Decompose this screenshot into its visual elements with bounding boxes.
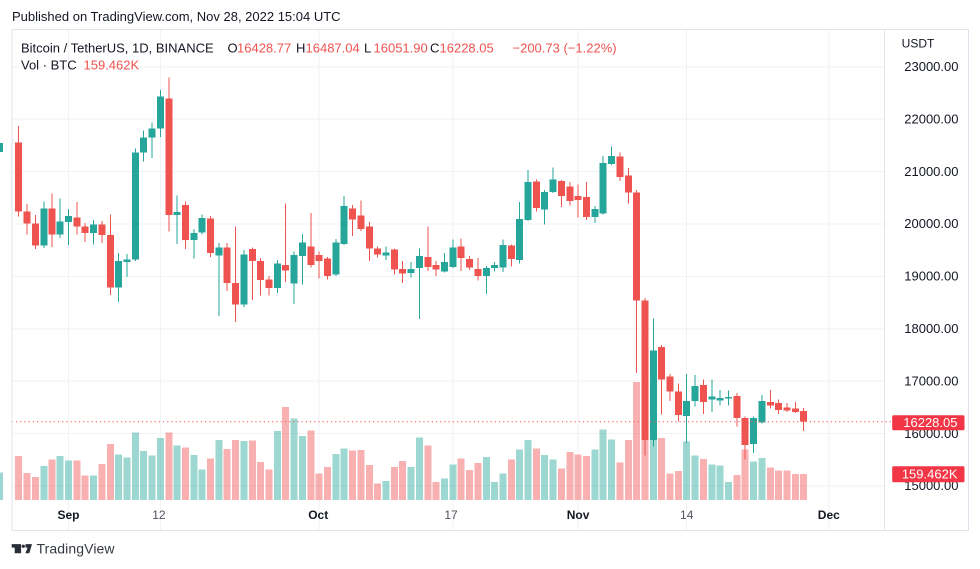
svg-text:22000.00: 22000.00 (904, 111, 958, 126)
svg-text:16487.04: 16487.04 (306, 40, 360, 55)
svg-text:16428.77: 16428.77 (237, 40, 291, 55)
svg-text:Published on TradingView.com,: Published on TradingView.com, Nov 28, 20… (12, 9, 341, 24)
svg-text:Dec: Dec (818, 508, 840, 522)
svg-text:19000.00: 19000.00 (904, 269, 958, 284)
svg-text:USDT: USDT (902, 37, 935, 51)
svg-text:20000.00: 20000.00 (904, 216, 958, 231)
svg-text:Vol · BTC: Vol · BTC (21, 57, 77, 72)
svg-text:21000.00: 21000.00 (904, 164, 958, 179)
svg-text:17000.00: 17000.00 (904, 373, 958, 388)
svg-text:O: O (228, 40, 238, 55)
svg-text:C: C (430, 40, 439, 55)
svg-text:Nov: Nov (567, 508, 590, 522)
svg-text:H: H (296, 40, 305, 55)
svg-text:12: 12 (152, 508, 166, 522)
svg-text:Sep: Sep (57, 508, 79, 522)
svg-text:14: 14 (680, 508, 694, 522)
svg-text:16228.05: 16228.05 (440, 40, 494, 55)
svg-text:159.462K: 159.462K (84, 57, 140, 72)
svg-text:23000.00: 23000.00 (904, 59, 958, 74)
svg-text:16051.90: 16051.90 (374, 40, 428, 55)
svg-text:Bitcoin / TetherUS, 1D, BINANC: Bitcoin / TetherUS, 1D, BINANCE (21, 40, 214, 55)
svg-text:17: 17 (444, 508, 458, 522)
svg-text:TradingView: TradingView (37, 541, 116, 557)
svg-text:18000.00: 18000.00 (904, 321, 958, 336)
svg-text:L: L (364, 40, 371, 55)
svg-text:159.462K: 159.462K (902, 467, 958, 482)
svg-text:16228.05: 16228.05 (903, 415, 957, 430)
svg-text:Oct: Oct (308, 508, 328, 522)
svg-text:−200.73 (−1.22%): −200.73 (−1.22%) (513, 40, 617, 55)
